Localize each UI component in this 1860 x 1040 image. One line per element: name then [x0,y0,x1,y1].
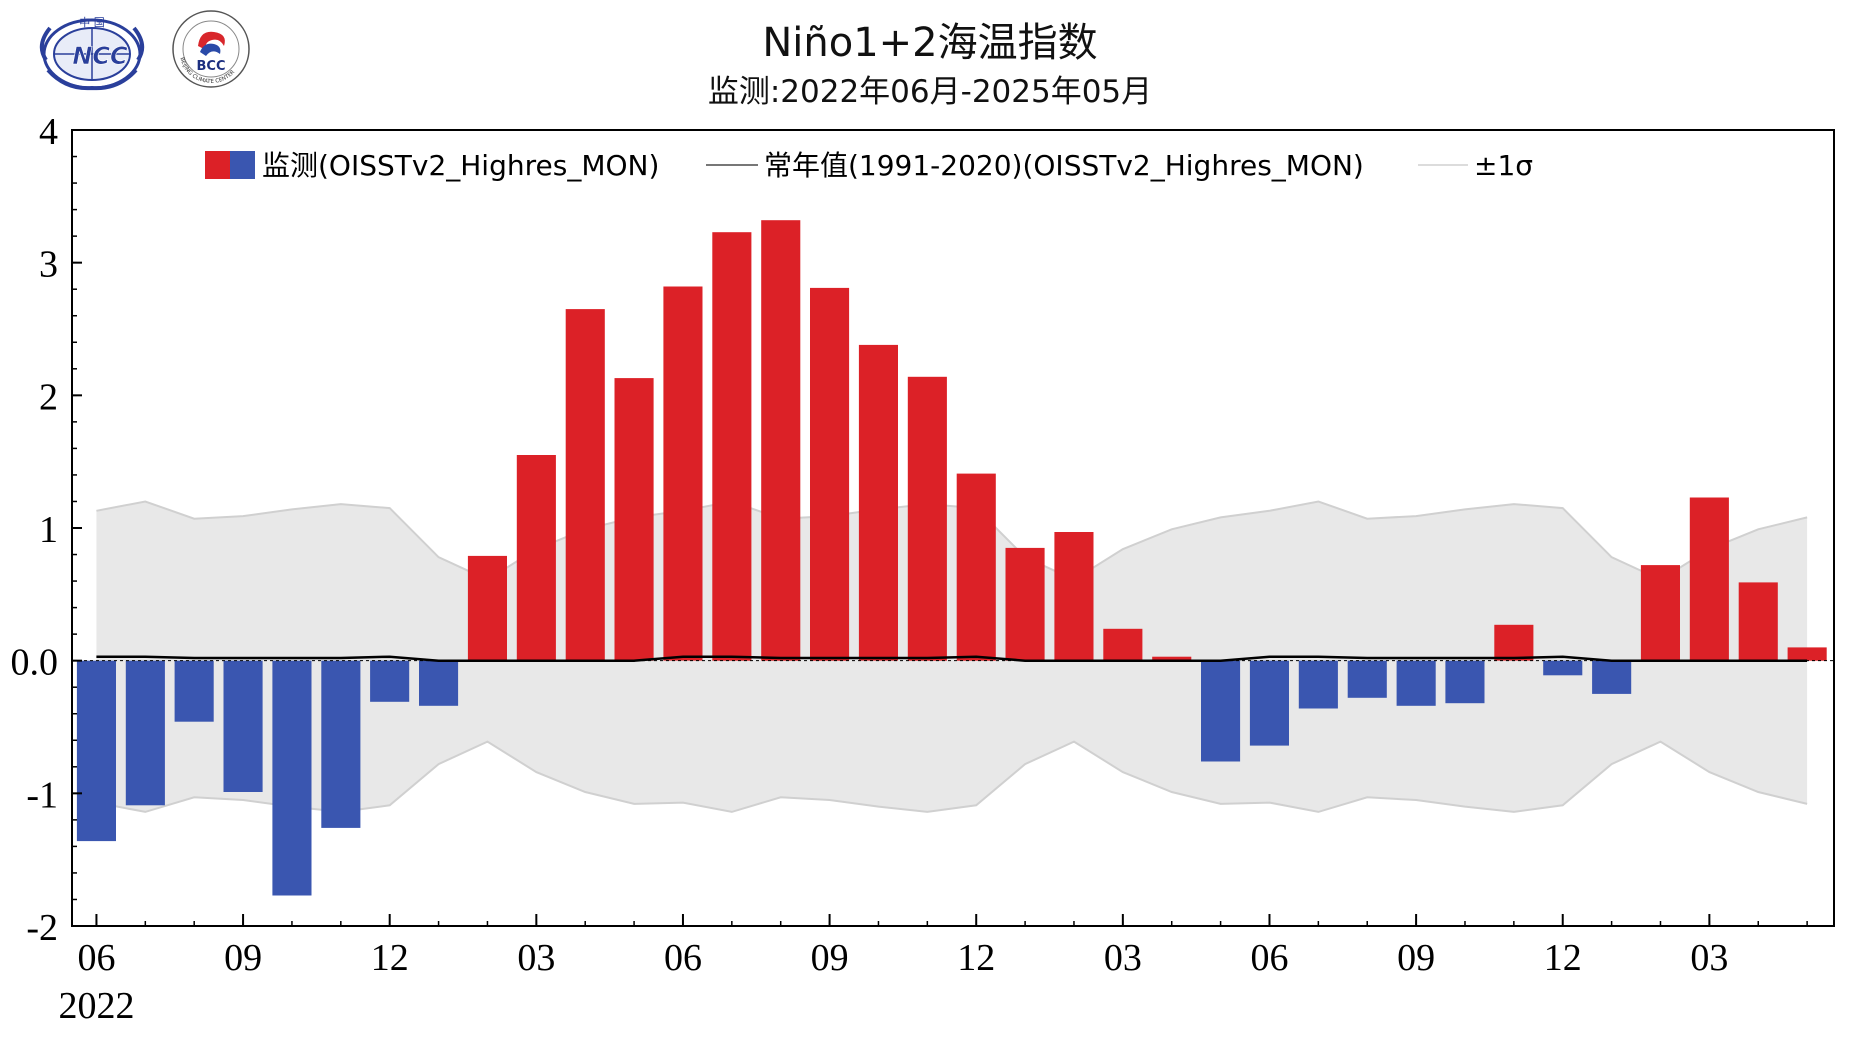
ncc-logo-icon: 中 国 NCC [39,16,145,91]
legend-label-observed: 监测(OISSTv2_Highres_MON) [262,149,659,182]
bar-2023-01 [419,660,459,706]
bar-2023-07 [712,232,752,661]
ncc-logo-text: NCC [72,42,128,70]
x-tick-label: 03 [1104,937,1142,979]
x-tick-label: 09 [224,937,262,979]
legend: 监测(OISSTv2_Highres_MON) 常年值(1991-2020)(OI… [205,149,1533,182]
bar-2024-06 [1249,660,1289,746]
bar-2024-11 [1494,624,1534,661]
bar-2025-01 [1592,660,1632,694]
x-tick-label: 12 [1544,937,1582,979]
bar-2022-08 [174,660,214,722]
bar-2024-07 [1298,660,1338,709]
x-tick-label: 06 [664,937,702,979]
bar-2022-07 [125,660,165,806]
bar-2023-06 [663,286,703,661]
bar-2025-03 [1689,497,1729,661]
bar-2024-04 [1152,656,1192,661]
legend-label-normal: 常年值(1991-2020)(OISSTv2_Highres_MON) [764,149,1364,182]
x-tick-label: 09 [811,937,849,979]
legend-swatch-negative [230,151,255,179]
bar-2022-10 [272,660,312,896]
bar-2023-04 [565,309,605,661]
bar-2022-09 [223,660,263,792]
chart-subtitle: 监测:2022年06月-2025年05月 [707,74,1153,110]
y-tick-label: 1 [39,509,58,551]
bar-2024-01 [1005,547,1045,661]
y-tick-label: -2 [26,907,58,949]
normal-line [96,655,1808,662]
sigma-band-lower [96,740,1808,813]
bar-2023-02 [467,555,507,661]
y-tick-label: 3 [39,244,58,286]
bar-2024-05 [1201,660,1241,762]
bar-2025-04 [1738,582,1778,661]
bar-2023-09 [810,287,850,661]
bar-2022-06 [76,660,116,842]
bar-2023-03 [516,455,556,661]
x-tick-label: 03 [517,937,555,979]
bar-2024-09 [1396,660,1436,706]
x-tick-label: 12 [371,937,409,979]
bar-2025-02 [1640,565,1680,661]
legend-swatch-positive [205,151,230,179]
x-tick-label: 06 [1250,937,1288,979]
bar-2024-10 [1445,660,1485,704]
legend-label-sigma: ±1σ [1474,149,1533,182]
sigma-band-upper [96,500,1808,581]
bar-2024-03 [1103,628,1143,661]
bcc-logo: BCC BEIJING CLIMATE CENTER [170,8,252,90]
bar-2022-12 [370,660,410,702]
bar-2023-10 [858,344,898,661]
bcc-logo-text: BCC [197,59,226,74]
y-tick-label: 0.0 [11,642,59,684]
ncc-logo: 中 国 NCC [26,10,158,92]
bar-2024-02 [1054,532,1094,661]
x-tick-label: 09 [1397,937,1435,979]
header: 中 国 NCC BCC BEIJING CLIMATE CENTER Niño1… [0,0,1860,120]
normal-line-layer [72,655,1834,662]
x-year-label: 2022 [58,985,134,1027]
y-tick-label: 4 [39,111,58,153]
bar-layer [76,220,1827,896]
x-tick-label: 12 [957,937,995,979]
y-tick-label: 2 [39,376,58,418]
bar-2024-08 [1347,660,1387,698]
y-tick-label: -1 [26,774,58,816]
chart-title: Niño1+2海温指数 [762,20,1098,66]
x-tick-label: 03 [1690,937,1728,979]
bar-2023-12 [956,473,996,661]
bar-2025-05 [1787,647,1827,661]
bcc-logo-icon: BCC BEIJING CLIMATE CENTER [172,10,250,88]
bar-2023-05 [614,378,654,661]
bar-2023-11 [907,376,947,661]
ncc-logo-top-text: 中 国 [79,16,105,29]
axis-layer: 4 3 2 1 0.0 -1 -2 06 09 12 03 06 09 12 03 06 09 12 03 2022 [11,111,1835,1027]
x-tick-label: 06 [77,937,115,979]
bar-2023-08 [761,220,801,661]
bar-2024-12 [1543,660,1583,676]
bar-2022-11 [321,660,361,828]
